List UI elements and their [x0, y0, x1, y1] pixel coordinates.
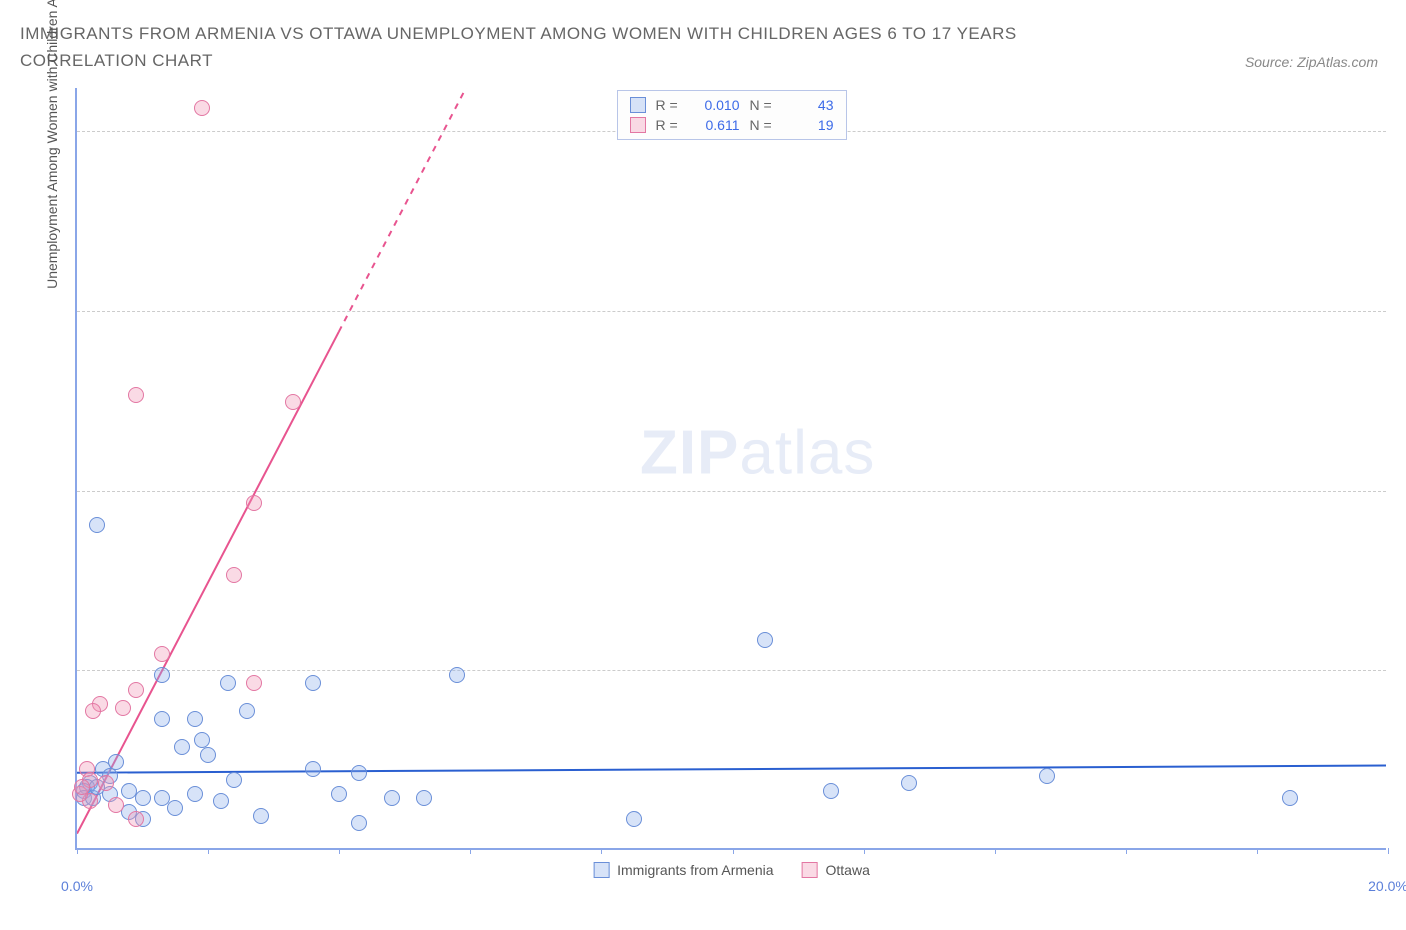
legend-n-value: 43	[786, 97, 834, 113]
y-tick-label: 75.0%	[1394, 303, 1406, 319]
legend-swatch	[593, 862, 609, 878]
scatter-point	[416, 790, 432, 806]
legend-series-item: Ottawa	[802, 862, 870, 878]
legend-series-label: Ottawa	[826, 862, 870, 878]
scatter-point	[213, 793, 229, 809]
gridline	[77, 311, 1386, 312]
scatter-point	[757, 632, 773, 648]
x-tick	[733, 848, 734, 854]
scatter-point	[135, 790, 151, 806]
legend-r-value: 0.611	[692, 117, 740, 133]
legend-r-label: R =	[656, 97, 682, 113]
scatter-point	[305, 761, 321, 777]
scatter-point	[1039, 768, 1055, 784]
scatter-point	[154, 667, 170, 683]
scatter-point	[220, 675, 236, 691]
watermark-bold: ZIP	[640, 418, 739, 487]
trend-lines	[77, 88, 1386, 848]
scatter-point	[285, 394, 301, 410]
scatter-point	[226, 567, 242, 583]
scatter-point	[89, 517, 105, 533]
scatter-point	[305, 675, 321, 691]
x-tick	[601, 848, 602, 854]
scatter-point	[128, 682, 144, 698]
scatter-point	[823, 783, 839, 799]
legend-series-item: Immigrants from Armenia	[593, 862, 773, 878]
gridline	[77, 491, 1386, 492]
y-tick-label: 25.0%	[1394, 662, 1406, 678]
scatter-point	[239, 703, 255, 719]
scatter-point	[98, 775, 114, 791]
scatter-point	[626, 811, 642, 827]
watermark-light: atlas	[739, 418, 875, 487]
watermark: ZIPatlas	[640, 417, 875, 488]
scatter-point	[108, 797, 124, 813]
x-tick-label: 20.0%	[1368, 878, 1406, 894]
x-tick	[864, 848, 865, 854]
scatter-point	[154, 711, 170, 727]
scatter-point	[351, 765, 367, 781]
scatter-point	[167, 800, 183, 816]
legend-series: Immigrants from Armenia Ottawa	[593, 862, 870, 878]
chart-title: IMMIGRANTS FROM ARMENIA VS OTTAWA UNEMPL…	[20, 20, 1120, 74]
scatter-point	[226, 772, 242, 788]
scatter-point	[901, 775, 917, 791]
legend-n-label: N =	[750, 97, 776, 113]
x-tick	[1388, 848, 1389, 854]
source-attribution: Source: ZipAtlas.com	[1245, 54, 1378, 70]
x-tick	[77, 848, 78, 854]
x-tick	[1257, 848, 1258, 854]
scatter-point	[154, 646, 170, 662]
scatter-point	[384, 790, 400, 806]
scatter-point	[449, 667, 465, 683]
legend-stats-row: R = 0.010 N = 43	[630, 95, 834, 115]
scatter-point	[246, 675, 262, 691]
legend-r-value: 0.010	[692, 97, 740, 113]
x-tick-label: 0.0%	[61, 878, 93, 894]
scatter-point	[174, 739, 190, 755]
scatter-point	[85, 703, 101, 719]
x-tick	[470, 848, 471, 854]
plot-area: ZIPatlas R =0.010N =43R =0.611N =19 Immi…	[75, 88, 1386, 850]
legend-n-value: 19	[786, 117, 834, 133]
legend-swatch	[630, 97, 646, 113]
legend-stats: R = 0.010 N = 43 R = 0.611 N = 19	[617, 90, 847, 140]
legend-r-label: R =	[656, 117, 682, 133]
legend-series-label: Immigrants from Armenia	[617, 862, 773, 878]
y-tick-label: 100.0%	[1394, 123, 1406, 139]
y-tick-label: 50.0%	[1394, 483, 1406, 499]
x-tick	[339, 848, 340, 854]
scatter-point	[200, 747, 216, 763]
legend-swatch	[802, 862, 818, 878]
y-axis-label: Unemployment Among Women with Children A…	[44, 0, 60, 289]
scatter-point	[128, 387, 144, 403]
scatter-point	[187, 711, 203, 727]
scatter-point	[128, 811, 144, 827]
scatter-point	[253, 808, 269, 824]
scatter-point	[1282, 790, 1298, 806]
scatter-point	[194, 100, 210, 116]
scatter-point	[115, 700, 131, 716]
x-tick	[208, 848, 209, 854]
gridline	[77, 670, 1386, 671]
x-tick	[995, 848, 996, 854]
scatter-point	[351, 815, 367, 831]
scatter-point	[331, 786, 347, 802]
legend-stats-row: R = 0.611 N = 19	[630, 115, 834, 135]
scatter-point	[187, 786, 203, 802]
legend-n-label: N =	[750, 117, 776, 133]
scatter-point	[74, 779, 90, 795]
x-tick	[1126, 848, 1127, 854]
legend-swatch	[630, 117, 646, 133]
scatter-point	[246, 495, 262, 511]
chart-container: Unemployment Among Women with Children A…	[20, 88, 1386, 908]
